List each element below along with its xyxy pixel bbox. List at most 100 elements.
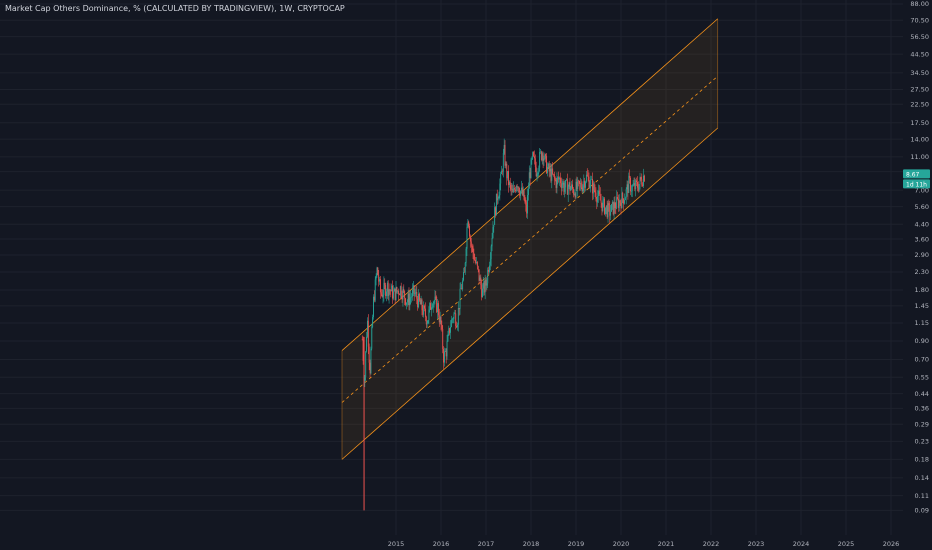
candle-body [385,285,387,296]
candle-body [513,188,515,193]
candle-body [535,167,537,177]
candle-body [482,282,484,289]
candle-body [510,185,512,190]
candle-body [580,183,582,188]
candle-body [482,288,483,298]
y-axis-tick-label: 7.00 [915,186,929,194]
x-axis-tick-label: 2020 [613,540,630,548]
candle-body [420,299,422,305]
candle-body [508,171,509,186]
y-axis-tick-label: 2.30 [915,268,929,276]
candle-body [527,188,529,196]
candle-body [467,221,469,228]
candle-body [444,350,446,352]
y-axis-tick-label: 44.50 [910,50,929,58]
candle-body [454,313,456,315]
candle-body [489,258,491,266]
candle-body [405,298,406,305]
candle-body [399,286,401,296]
y-axis-tick-label: 0.14 [915,474,929,482]
candle-body [408,293,410,306]
candle-body [514,189,516,192]
candle-body [449,328,451,333]
candle-body [542,153,544,161]
candle-body [411,289,413,297]
candle-body [533,152,535,157]
candle-body [531,158,533,160]
countdown-label: 1d 11h [906,181,927,188]
candle-body [443,348,445,363]
x-axis-tick-label: 2023 [748,540,765,548]
candle-body [639,177,641,185]
channel-middle-line[interactable] [341,75,719,403]
candle-body [512,188,514,193]
candle-body [429,303,431,310]
candle-body [377,267,379,275]
candle-body [399,294,400,296]
candle-body [598,190,600,195]
channel-lower-line[interactable] [341,127,719,460]
candle-body [553,174,555,179]
candle-body [478,269,480,281]
candle-body [632,185,634,186]
candle-body [505,163,507,166]
candle-body [447,334,449,342]
candle-body [375,276,377,280]
candle-body [487,269,489,284]
candle-body [602,200,604,211]
candle-body [485,279,487,286]
candle-body [588,176,590,188]
candle-body [563,182,565,192]
candle-body [617,198,619,208]
candle-body [480,277,482,286]
y-axis-tick-label: 0.29 [915,420,929,428]
y-axis-tick-label: 17.50 [910,119,929,127]
y-axis-tick-label: 0.70 [915,356,929,364]
candle-body [365,351,367,378]
candle-body [371,327,373,349]
candle-body [558,177,560,180]
candle-body [623,198,625,204]
candle-body [597,196,599,203]
candle-body [452,318,454,320]
candle-body [483,282,485,293]
candle-body [476,261,477,263]
candle-body [521,187,522,191]
y-axis-tick-label: 22.50 [910,100,929,108]
candle-body [586,174,588,176]
candle-body [574,193,576,198]
candle-body [423,305,425,315]
y-axis-tick-label: 4.40 [915,221,929,229]
candle-body [520,190,522,196]
candle-body [599,194,601,201]
candle-body [547,163,549,167]
candle-body [643,175,645,182]
candle-body [540,151,541,153]
candle-body [451,319,453,320]
candle-body [529,172,531,179]
candle-body [434,296,436,302]
candle-body [404,290,406,299]
candle-body [566,179,567,181]
candle-body [566,179,568,195]
candle-body [386,282,388,292]
candle-body [576,181,578,189]
candle-body [438,315,440,323]
y-axis-tick-label: 27.50 [910,86,929,94]
candle-body [463,272,465,273]
candle-body [407,293,409,303]
candle-body [411,296,413,298]
candle-body [560,183,562,189]
candle-body [441,324,443,330]
candle-body [534,156,535,159]
candle-body [418,293,419,308]
candle-body [604,198,606,214]
candle-body [379,279,381,293]
candle-body [549,168,551,172]
last-price-badge[interactable] [903,169,930,179]
candle-body [501,170,503,172]
candle-body [603,198,605,201]
candle-body [424,308,426,317]
candle-body [596,198,598,203]
